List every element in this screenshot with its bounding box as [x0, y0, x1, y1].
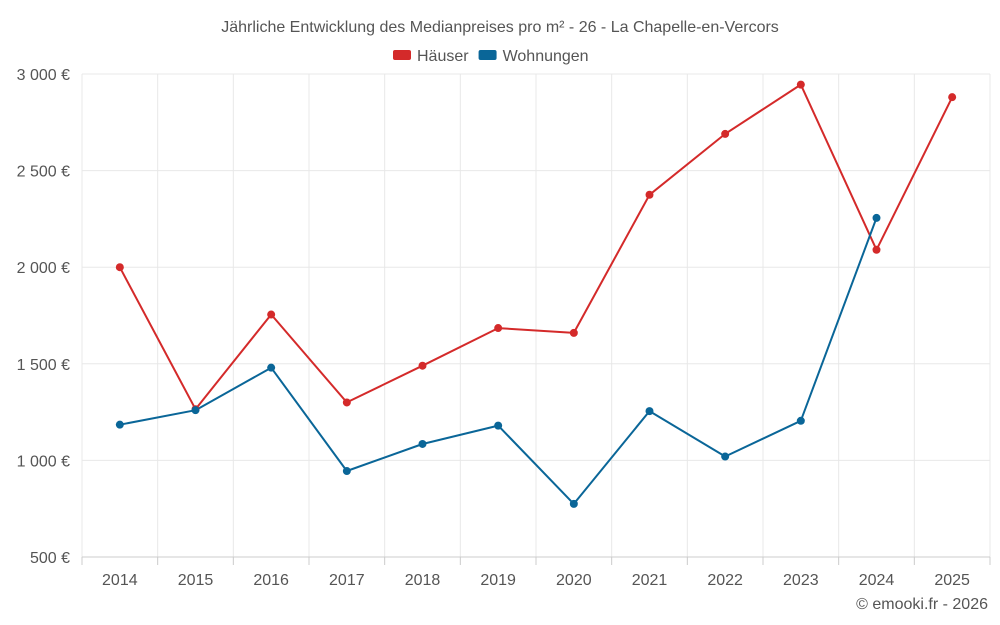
data-point-wohnungen[interactable]	[267, 363, 276, 372]
legend-swatch	[478, 50, 497, 60]
series-group	[115, 80, 957, 508]
y-axis: 500 € 1 000 € 1 500 € 2 000 € 2 500 € 3 000 €	[17, 67, 70, 567]
data-point-haeuser[interactable]	[115, 263, 124, 272]
data-point-haeuser[interactable]	[645, 190, 654, 199]
data-point-haeuser[interactable]	[796, 80, 805, 89]
data-point-haeuser[interactable]	[569, 328, 578, 337]
data-point-wohnungen[interactable]	[569, 499, 578, 508]
y-tick-label: 500 €	[30, 550, 70, 567]
x-tick-label: 2021	[632, 572, 668, 589]
data-point-haeuser[interactable]	[267, 310, 276, 319]
data-point-wohnungen[interactable]	[872, 213, 881, 222]
x-tick-label: 2025	[934, 572, 970, 589]
y-tick-label: 1 000 €	[17, 453, 70, 470]
x-tick-label: 2014	[102, 572, 138, 589]
data-point-haeuser[interactable]	[872, 245, 881, 254]
legend-label: Häuser	[417, 48, 469, 65]
chart-title: Jährliche Entwicklung des Medianpreises …	[221, 19, 779, 36]
data-point-wohnungen[interactable]	[418, 439, 427, 448]
grid	[81, 73, 991, 558]
x-tick-label: 2019	[480, 572, 516, 589]
x-tick-label: 2017	[329, 572, 365, 589]
data-point-haeuser[interactable]	[494, 324, 503, 333]
y-tick-label: 1 500 €	[17, 357, 70, 374]
y-tick-label: 3 000 €	[17, 67, 70, 84]
data-point-wohnungen[interactable]	[115, 420, 124, 429]
data-point-haeuser[interactable]	[418, 361, 427, 370]
data-point-wohnungen[interactable]	[721, 452, 730, 461]
data-point-wohnungen[interactable]	[191, 406, 200, 415]
y-tick-label: 2 500 €	[17, 164, 70, 181]
data-point-wohnungen[interactable]	[796, 416, 805, 425]
x-axis: 2014 2015 2016 2017 2018 2019 2020 2021 2022 2023…	[81, 556, 991, 589]
x-tick-label: 2024	[859, 572, 895, 589]
x-tick-label: 2018	[405, 572, 441, 589]
legend-swatch	[393, 50, 411, 60]
y-tick-label: 2 000 €	[17, 260, 70, 277]
data-point-wohnungen[interactable]	[494, 421, 503, 430]
data-point-haeuser[interactable]	[342, 398, 351, 407]
series-line-haeuser	[118, 83, 954, 411]
credit-text: © emooki.fr - 2026	[856, 596, 988, 613]
data-point-haeuser[interactable]	[948, 93, 957, 102]
x-tick-label: 2022	[707, 572, 743, 589]
data-point-wohnungen[interactable]	[342, 467, 351, 476]
x-tick-label: 2016	[253, 572, 289, 589]
legend: Häuser Wohnungen	[393, 48, 589, 65]
x-tick-label: 2015	[178, 572, 214, 589]
data-point-wohnungen[interactable]	[645, 407, 654, 416]
data-point-haeuser[interactable]	[721, 129, 730, 138]
legend-label: Wohnungen	[503, 48, 589, 65]
x-tick-label: 2023	[783, 572, 819, 589]
x-tick-label: 2020	[556, 572, 592, 589]
legend-item-haeuser[interactable]: Häuser	[393, 48, 469, 65]
legend-item-wohnungen[interactable]: Wohnungen	[478, 48, 589, 65]
